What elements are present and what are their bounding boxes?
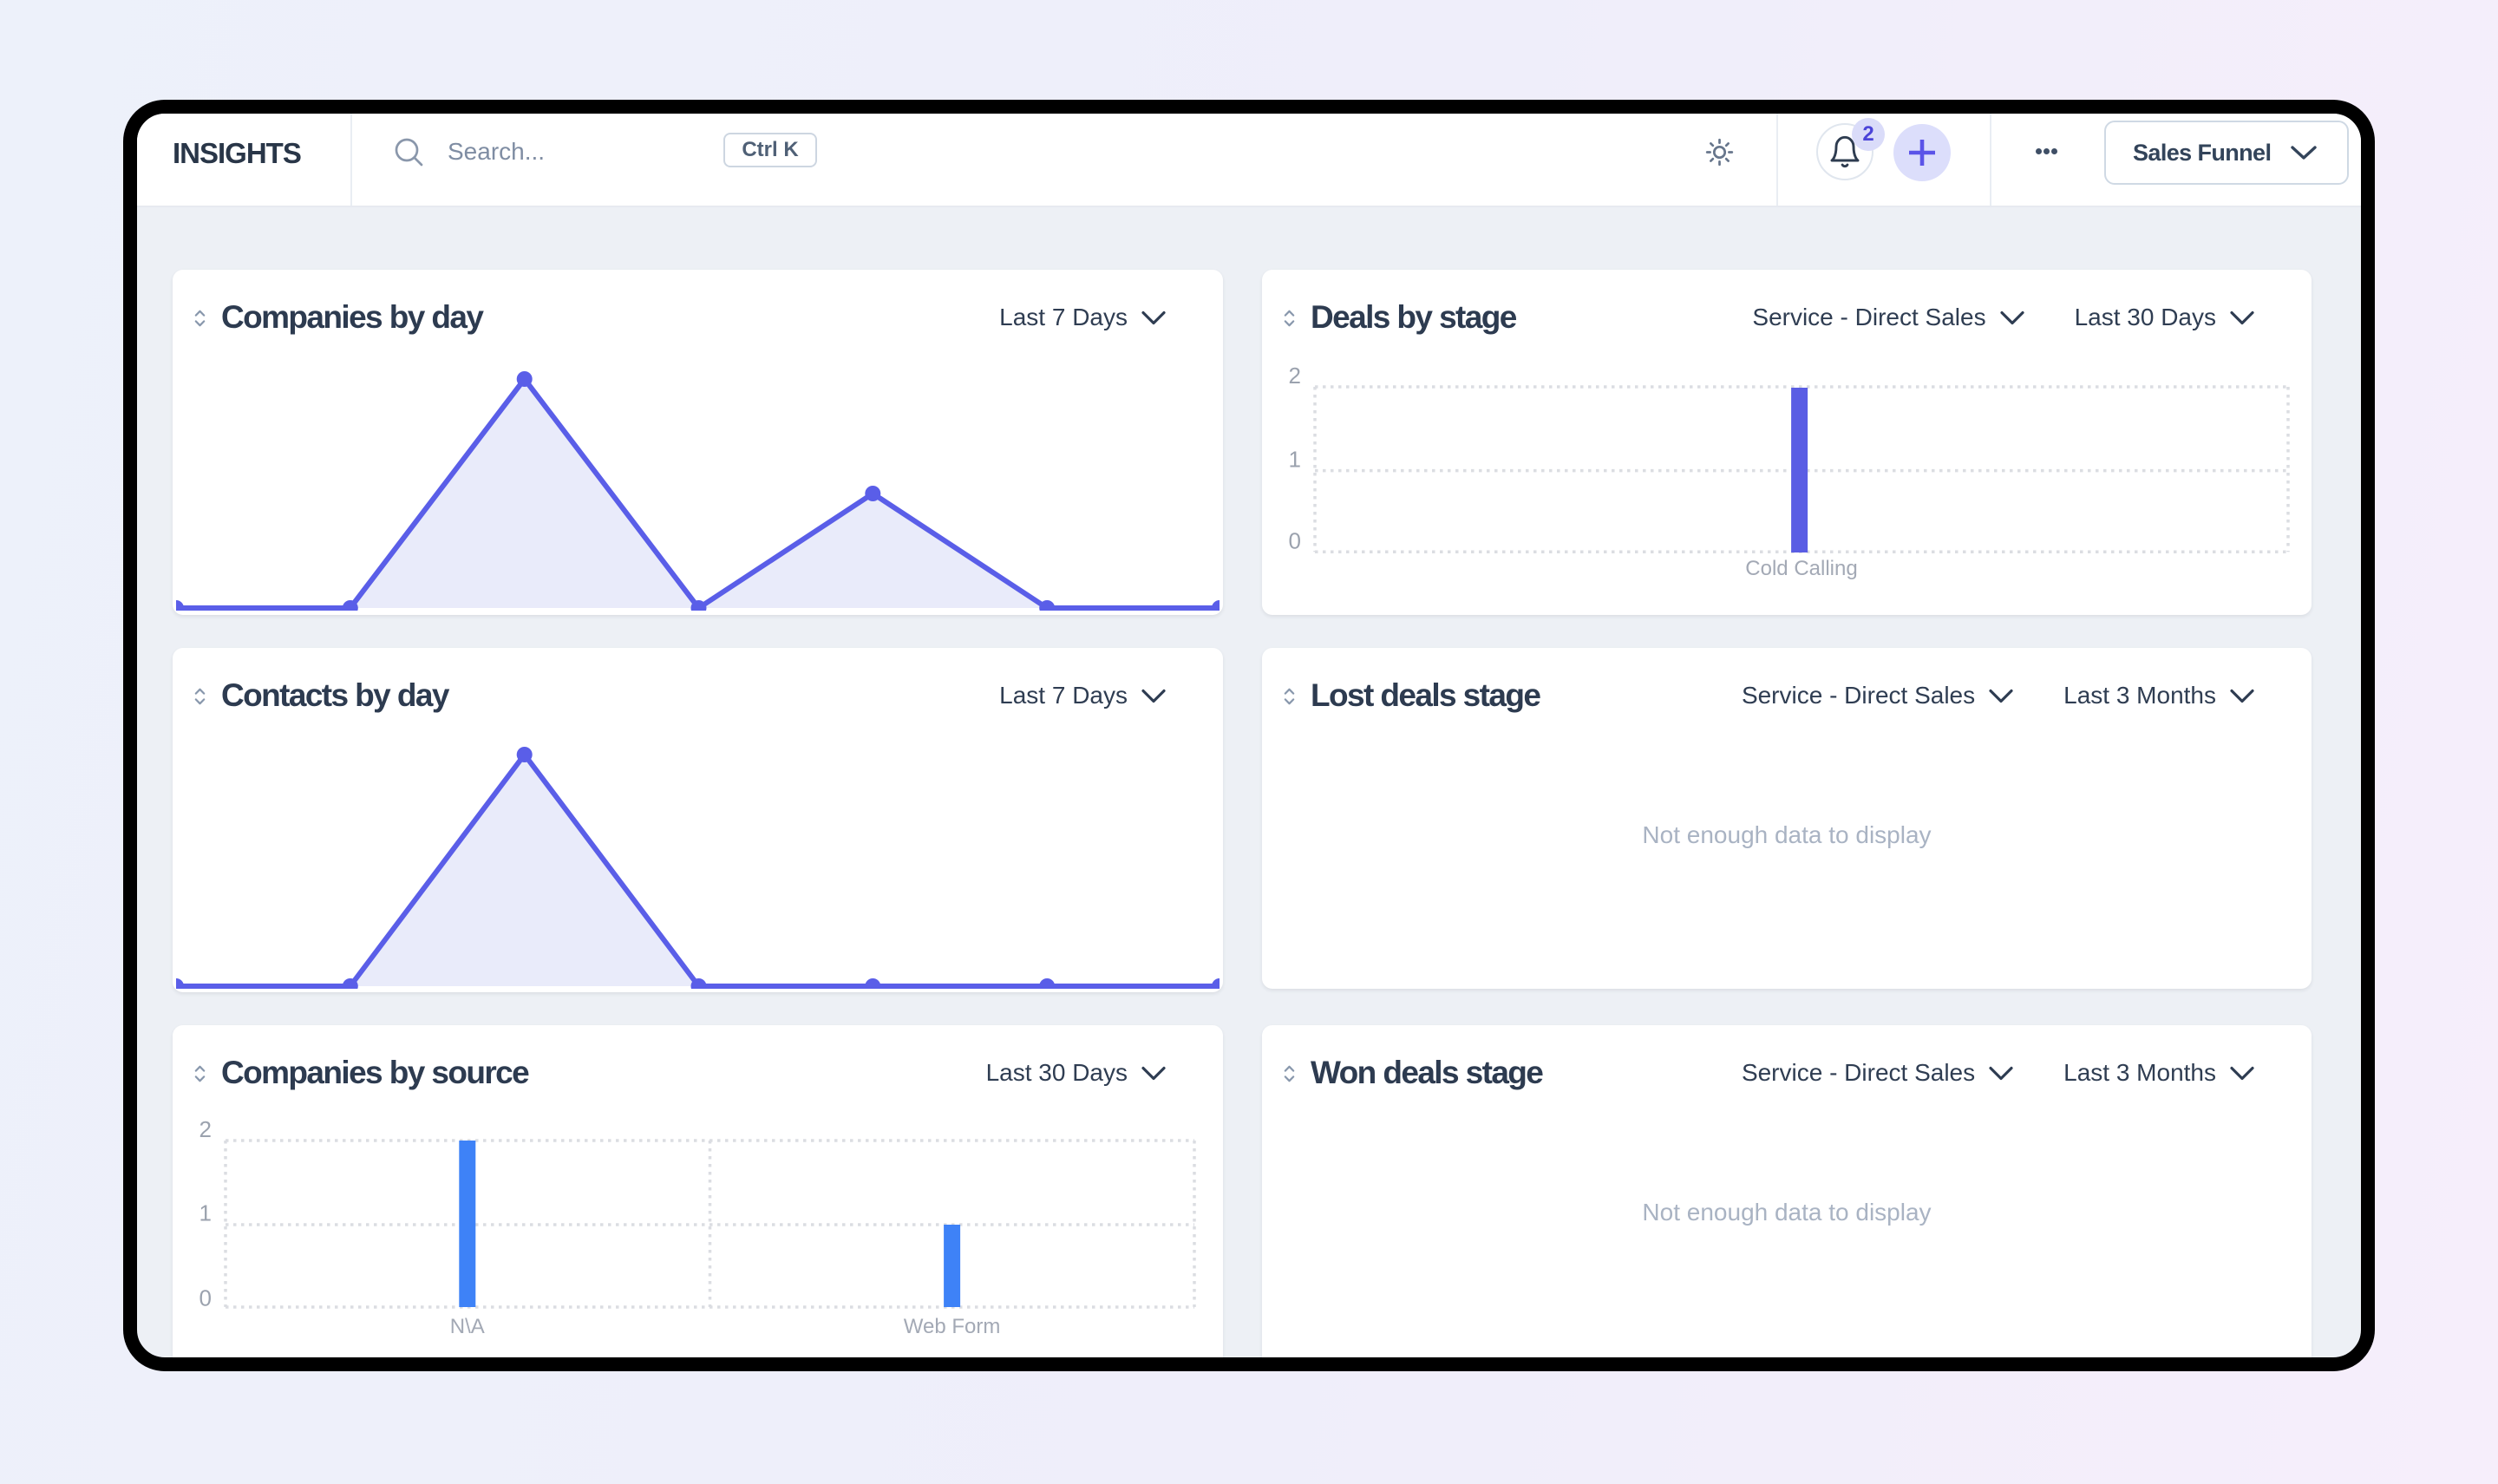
svg-text:Cold Calling: Cold Calling <box>1745 557 1857 580</box>
svg-text:2: 2 <box>199 1116 212 1142</box>
svg-text:0: 0 <box>1289 527 1301 553</box>
svg-text:0: 0 <box>199 1285 212 1311</box>
svg-text:1: 1 <box>1289 447 1301 473</box>
svg-text:2: 2 <box>1289 363 1301 389</box>
svg-text:1: 1 <box>199 1200 212 1226</box>
svg-text:Web Form: Web Form <box>904 1315 1001 1338</box>
svg-text:N\A: N\A <box>450 1315 485 1338</box>
